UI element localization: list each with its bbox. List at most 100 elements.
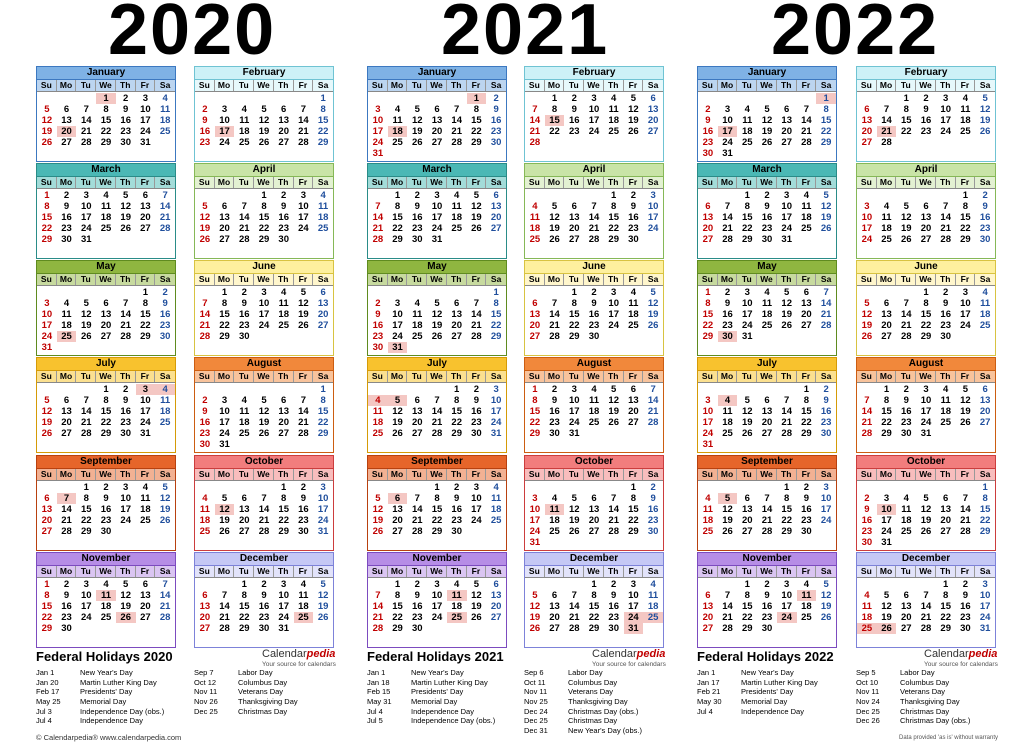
weekday-label: Sa	[159, 371, 171, 381]
day: 2	[823, 384, 829, 395]
day: 24	[722, 137, 733, 148]
day: 10	[298, 201, 309, 212]
day: 16	[199, 126, 211, 137]
weekday-header: Su Mo Tu We Th Fr Sa	[195, 80, 333, 92]
day: 10	[431, 590, 443, 601]
empty-day	[777, 384, 797, 395]
weekday-label: Mo	[388, 566, 408, 577]
holiday-date: Feb 17	[36, 687, 60, 697]
day: 16	[861, 515, 873, 526]
weekday-label: Su	[368, 274, 388, 285]
empty-day	[545, 190, 565, 201]
day: 24	[140, 417, 151, 428]
weekday-label: Su	[368, 371, 388, 382]
day: 10	[979, 590, 991, 601]
weekday-label: Sa	[820, 177, 832, 187]
weekday-label: We	[584, 469, 604, 480]
day: 3	[864, 201, 870, 212]
day: 3	[650, 190, 656, 201]
empty-day	[37, 287, 57, 298]
empty-day	[718, 384, 738, 395]
holiday-date: Oct 10	[856, 677, 879, 687]
month-title: August	[195, 358, 333, 371]
day: 20	[529, 320, 541, 331]
day: 29	[258, 234, 270, 245]
day: 3	[611, 287, 617, 298]
weekday-label: Fr	[624, 274, 644, 285]
month-april-2020: April Su Mo Tu We Th Fr Sa 1 2 3 4 5 6 7 8 9 10 11 12 13 14 15…	[194, 163, 334, 259]
day: 9	[823, 395, 829, 406]
weekday-header: Su Mo Tu We Th Fr Sa	[857, 274, 995, 286]
day: 15	[490, 309, 502, 320]
empty-day	[215, 93, 235, 104]
day: 25	[702, 526, 714, 537]
day: 17	[647, 212, 659, 223]
day: 28	[920, 623, 932, 634]
day: 14	[80, 406, 92, 417]
day: 6	[551, 590, 558, 601]
day: 22	[471, 126, 482, 137]
day: 17	[741, 309, 753, 320]
day: 20	[741, 515, 753, 526]
day: 17	[979, 601, 991, 612]
day: 26	[258, 428, 270, 439]
day: 13	[781, 115, 792, 126]
day: 20	[940, 515, 951, 526]
weekday-label: Th	[274, 80, 294, 91]
day: 16	[61, 601, 72, 612]
weekday-label: Su	[525, 469, 545, 480]
day: 23	[608, 612, 619, 623]
holiday-name: New Year's Day (obs.)	[568, 726, 642, 736]
day: 13	[140, 201, 151, 212]
empty-day	[254, 93, 274, 104]
month-title: June	[525, 261, 663, 274]
day: 29	[741, 623, 753, 634]
day: 19	[471, 212, 482, 223]
weekday-label: Mo	[545, 371, 565, 382]
day: 28	[120, 331, 131, 342]
holiday-date: Nov 24	[856, 697, 880, 707]
weekday-label: Mo	[388, 274, 408, 285]
day: 23	[278, 223, 289, 234]
day: 27	[741, 526, 753, 537]
weekday-label: We	[96, 80, 116, 91]
day: 26	[392, 428, 403, 439]
day: 20	[979, 406, 991, 417]
day: 20	[278, 126, 289, 137]
day: 1	[943, 579, 949, 590]
empty-day	[388, 482, 408, 493]
day-grid: 1 2 3 4 5 6 7 8 9 10 11 12 13 14 15 16 17 18 19 20 21 22 23 24 2…	[368, 286, 506, 355]
day: 17	[219, 417, 230, 428]
day: 17	[431, 212, 443, 223]
weekday-label: Su	[37, 566, 57, 577]
day: 20	[41, 515, 53, 526]
day: 18	[588, 406, 600, 417]
empty-day	[294, 93, 314, 104]
day: 24	[920, 417, 932, 428]
month-title: July	[698, 358, 836, 371]
day: 8	[532, 395, 538, 406]
weekday-label: We	[427, 274, 447, 285]
day: 29	[529, 428, 541, 439]
day: 28	[451, 137, 462, 148]
holiday-name: Independence Day (obs.)	[80, 706, 165, 716]
empty-day	[368, 482, 388, 493]
day: 24	[431, 612, 443, 623]
day: 19	[529, 612, 541, 623]
day: 14	[258, 504, 270, 515]
day-grid: 1 2 3 4 5 6 7 8 9 10 11 12 13 14 15 16 17 18 19 20 21 22 23 24 2…	[37, 189, 175, 258]
holiday-day: 11	[544, 504, 565, 515]
day: 8	[943, 590, 949, 601]
day: 1	[784, 482, 790, 493]
day: 20	[628, 406, 639, 417]
day: 19	[568, 515, 580, 526]
federal-holidays-title: Federal Holidays 2021	[367, 649, 504, 664]
day: 26	[80, 331, 92, 342]
day: 27	[61, 428, 72, 439]
day: 5	[823, 190, 829, 201]
day: 5	[473, 190, 480, 201]
holiday-date: Nov 26	[194, 697, 218, 707]
weekday-label: Mo	[215, 274, 235, 285]
weekday-header: Su Mo Tu We Th Fr Sa	[525, 177, 663, 189]
day: 26	[820, 612, 832, 623]
